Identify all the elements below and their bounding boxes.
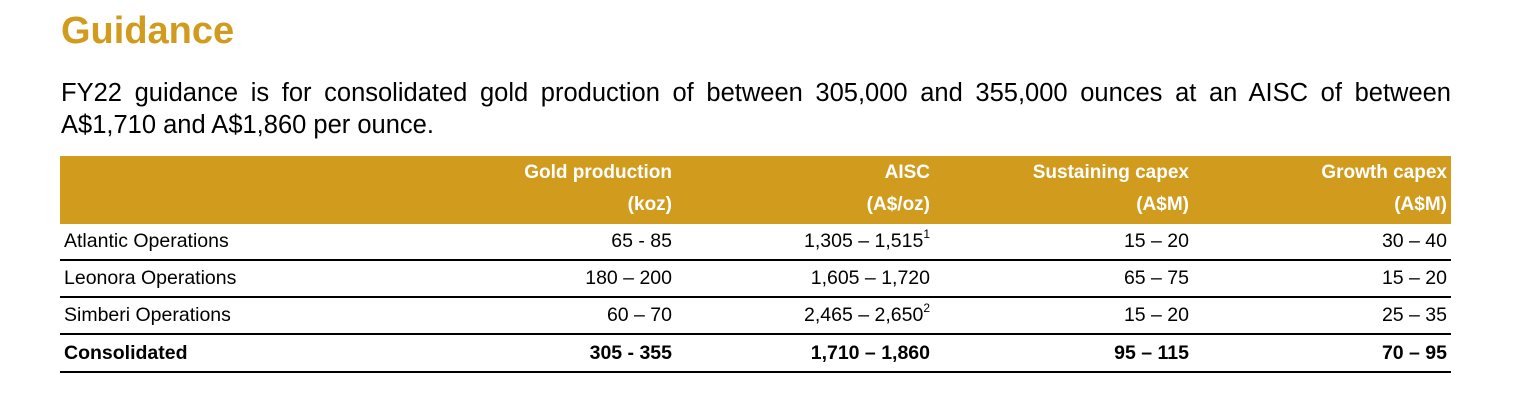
header-operation-unit	[60, 190, 413, 224]
gold-production-value: 180 – 200	[413, 260, 676, 298]
operation-name: Atlantic Operations	[60, 224, 413, 261]
header-gold-production-unit: (koz)	[627, 194, 672, 215]
aisc-value: 2,465 – 2,650	[804, 304, 924, 326]
total-growth-capex: 70 – 95	[1193, 334, 1451, 373]
header-sustaining-capex: Sustaining capex	[1032, 162, 1189, 183]
sustaining-capex-value: 15 – 20	[934, 297, 1193, 335]
header-aisc: AISC	[884, 162, 930, 183]
header-aisc-unit: (A$/oz)	[866, 194, 930, 215]
operation-name: Simberi Operations	[60, 297, 413, 335]
table-row: Simberi Operations 60 – 70 2,465 – 2,650…	[60, 297, 1451, 335]
guidance-intro-paragraph: FY22 guidance is for consolidated gold p…	[61, 79, 1451, 139]
header-growth-capex-unit: (A$M)	[1394, 194, 1447, 215]
growth-capex-value: 15 – 20	[1193, 260, 1451, 298]
total-gold-production: 305 - 355	[413, 334, 676, 373]
header-row-2: (koz) (A$/oz) (A$M) (A$M)	[60, 190, 1451, 224]
header-sustaining-capex-unit: (A$M)	[1136, 194, 1189, 215]
footnote-marker: 2	[923, 300, 930, 315]
header-growth-capex: Growth capex	[1321, 162, 1447, 183]
operation-name: Leonora Operations	[60, 260, 413, 298]
total-aisc: 1,710 – 1,860	[676, 334, 934, 373]
aisc-value: 1,305 – 1,515	[804, 230, 924, 252]
aisc-cell: 1,305 – 1,5151	[676, 224, 934, 261]
header-gold-production: Gold production	[524, 162, 672, 183]
page-title: Guidance	[61, 10, 235, 52]
gold-production-value: 60 – 70	[413, 297, 676, 335]
table-row: Leonora Operations 180 – 200 1,605 – 1,7…	[60, 260, 1451, 298]
total-label: Consolidated	[60, 334, 413, 373]
header-row-1: Gold production AISC Sustaining capex Gr…	[60, 156, 1451, 190]
guidance-table: Gold production AISC Sustaining capex Gr…	[60, 156, 1451, 373]
growth-capex-value: 25 – 35	[1193, 297, 1451, 335]
growth-capex-value: 30 – 40	[1193, 224, 1451, 261]
aisc-value: 1,605 – 1,720	[810, 267, 930, 289]
total-row: Consolidated 305 - 355 1,710 – 1,860 95 …	[60, 334, 1451, 373]
sustaining-capex-value: 65 – 75	[934, 260, 1193, 298]
total-sustaining-capex: 95 – 115	[934, 334, 1193, 373]
header-operation	[60, 156, 413, 190]
aisc-cell: 1,605 – 1,720	[676, 260, 934, 298]
guidance-table-header: Gold production AISC Sustaining capex Gr…	[60, 156, 1451, 224]
table-row: Atlantic Operations 65 - 85 1,305 – 1,51…	[60, 224, 1451, 261]
aisc-cell: 2,465 – 2,6502	[676, 297, 934, 335]
footnote-marker: 1	[923, 226, 930, 241]
guidance-table-body: Atlantic Operations 65 - 85 1,305 – 1,51…	[60, 224, 1451, 373]
sustaining-capex-value: 15 – 20	[934, 224, 1193, 261]
gold-production-value: 65 - 85	[413, 224, 676, 261]
